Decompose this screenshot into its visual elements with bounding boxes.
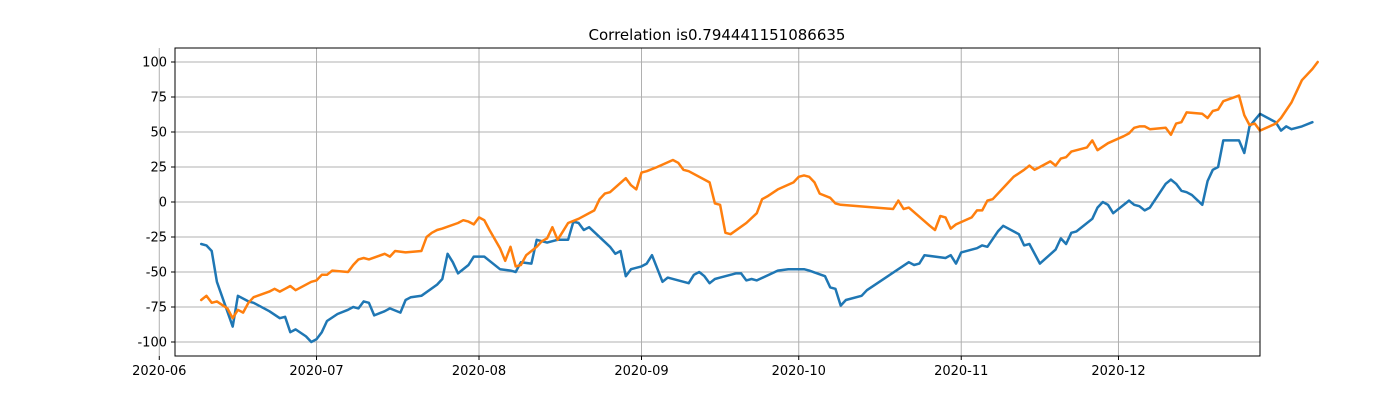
y-tick-label: -100 bbox=[137, 336, 167, 351]
x-axis: 2020-06 2020-07 2020-08 2020-09 2020-10 2020-… bbox=[132, 356, 1146, 379]
y-tick-label: -25 bbox=[146, 231, 167, 246]
x-tick-label: 2020-12 bbox=[1091, 364, 1145, 379]
y-tick-label: 25 bbox=[150, 161, 167, 176]
y-tick-label: 100 bbox=[142, 56, 167, 71]
x-tick-label: 2020-06 bbox=[132, 364, 186, 379]
y-tick-label: -50 bbox=[146, 266, 167, 281]
y-tick-label: 0 bbox=[159, 196, 167, 211]
series-line-2 bbox=[199, 60, 1319, 320]
x-tick-label: 2020-07 bbox=[289, 364, 343, 379]
chart-title: Correlation is0.794441151086635 bbox=[589, 26, 846, 44]
grid-lines bbox=[158, 48, 1260, 356]
x-tick-label: 2020-08 bbox=[452, 364, 506, 379]
x-tick-label: 2020-11 bbox=[934, 364, 988, 379]
x-tick-label: 2020-10 bbox=[772, 364, 826, 379]
y-tick-label: 75 bbox=[150, 91, 167, 106]
x-tick-label: 2020-09 bbox=[614, 364, 668, 379]
series-line-1 bbox=[199, 112, 1314, 344]
y-tick-label: -75 bbox=[146, 301, 167, 316]
series-group bbox=[199, 60, 1319, 344]
y-axis: -100 -75 -50 -25 0 25 50 75 100 bbox=[137, 56, 175, 351]
y-tick-label: 50 bbox=[150, 126, 167, 141]
